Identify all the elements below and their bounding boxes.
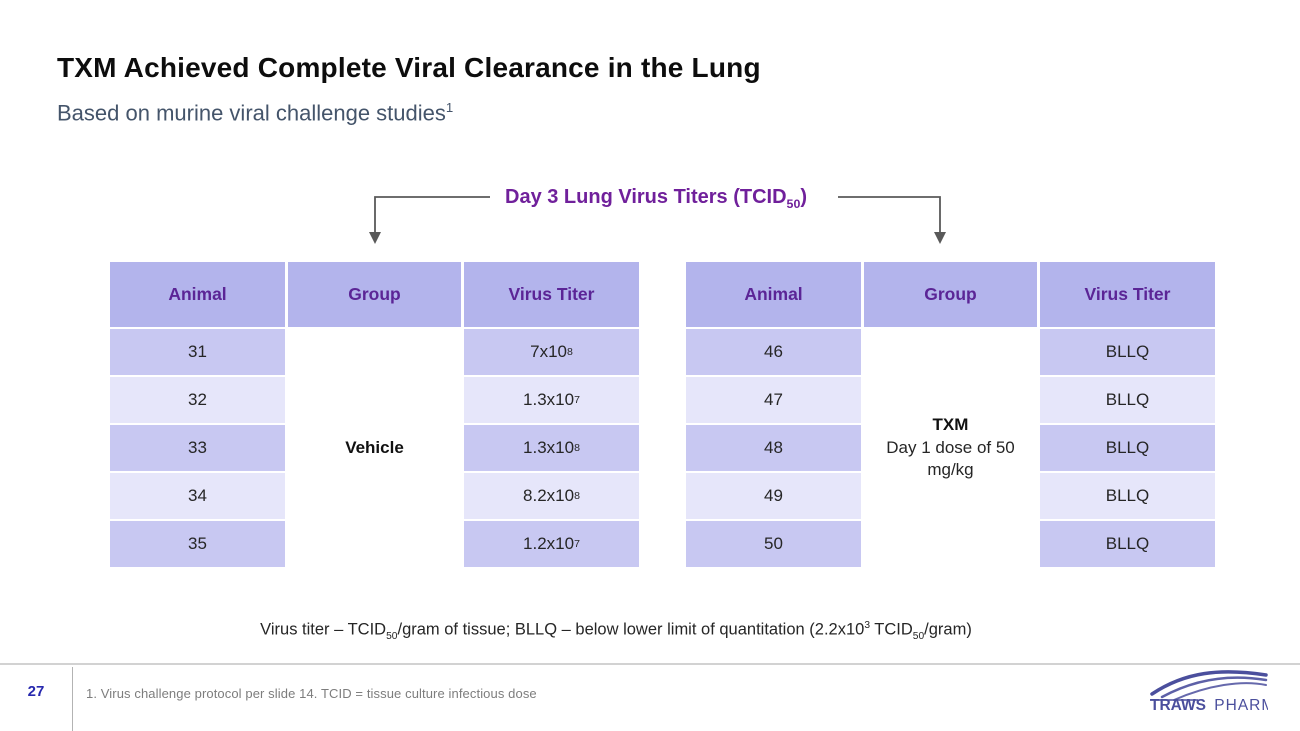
animal-cell: 49 [686, 473, 861, 519]
titer-cell: 1.3x10 8 [464, 425, 639, 471]
column-header: Virus Titer [464, 262, 639, 327]
legend-note: Virus titer – TCID50/gram of tissue; BLL… [260, 620, 972, 642]
titer-cell: 1.3x10 7 [464, 377, 639, 423]
animal-cell: 34 [110, 473, 285, 519]
titer-cell: BLLQ [1040, 425, 1215, 471]
animal-cell: 48 [686, 425, 861, 471]
titer-cell: 7x10 8 [464, 329, 639, 375]
animal-cell: 31 [110, 329, 285, 375]
group-label: TXM [932, 414, 969, 434]
vehicle-group-table: Animal Group Virus Titer Vehicle 31 7x10 8 32 1.… [110, 262, 639, 567]
footer-note: 1. Virus challenge protocol per slide 14… [86, 686, 537, 701]
slide-subtitle: Based on murine viral challenge studies1 [57, 100, 453, 126]
titer-cell: 1.2x10 7 [464, 521, 639, 567]
column-header: Group [864, 262, 1037, 327]
logo-text-primary: TRAWS [1150, 697, 1206, 714]
page-number: 27 [27, 683, 45, 700]
animal-cell: 33 [110, 425, 285, 471]
logo-text-secondary: PHARMA [1214, 697, 1268, 714]
callout-label: Day 3 Lung Virus Titers (TCID50) [505, 186, 808, 211]
group-label: Day 1 dose of 50 mg/kg [886, 437, 1015, 480]
column-header: Animal [110, 262, 285, 327]
animal-cell: 32 [110, 377, 285, 423]
subtitle-text: Based on murine viral challenge studies [57, 100, 446, 126]
titer-cell: 8.2x10 8 [464, 473, 639, 519]
titer-cell: BLLQ [1040, 329, 1215, 375]
animal-cell: 35 [110, 521, 285, 567]
group-label: Vehicle [345, 437, 404, 457]
animal-cell: 46 [686, 329, 861, 375]
traws-pharma-logo: TRAWS PHARMA [1150, 670, 1268, 714]
subtitle-footnote-marker: 1 [445, 100, 454, 115]
page-title: TXM Achieved Complete Viral Clearance in… [57, 52, 761, 83]
callout-arrows-icon [369, 196, 946, 244]
footer-vertical-rule [72, 667, 73, 731]
column-header: Animal [686, 262, 861, 327]
svg-text:TRAWS PHARMA: TRAWS PHARMA [1150, 697, 1268, 714]
footer-divider [0, 663, 1300, 665]
titer-cell: BLLQ [1040, 473, 1215, 519]
group-cell: TXM Day 1 dose of 50 mg/kg [864, 329, 1037, 567]
titer-cell: BLLQ [1040, 377, 1215, 423]
column-header: Virus Titer [1040, 262, 1215, 327]
txm-group-table: Animal Group Virus Titer TXM Day 1 dose of 5… [686, 262, 1215, 567]
titer-cell: BLLQ [1040, 521, 1215, 567]
group-cell: Vehicle [288, 329, 461, 567]
animal-cell: 50 [686, 521, 861, 567]
animal-cell: 47 [686, 377, 861, 423]
column-header: Group [288, 262, 461, 327]
